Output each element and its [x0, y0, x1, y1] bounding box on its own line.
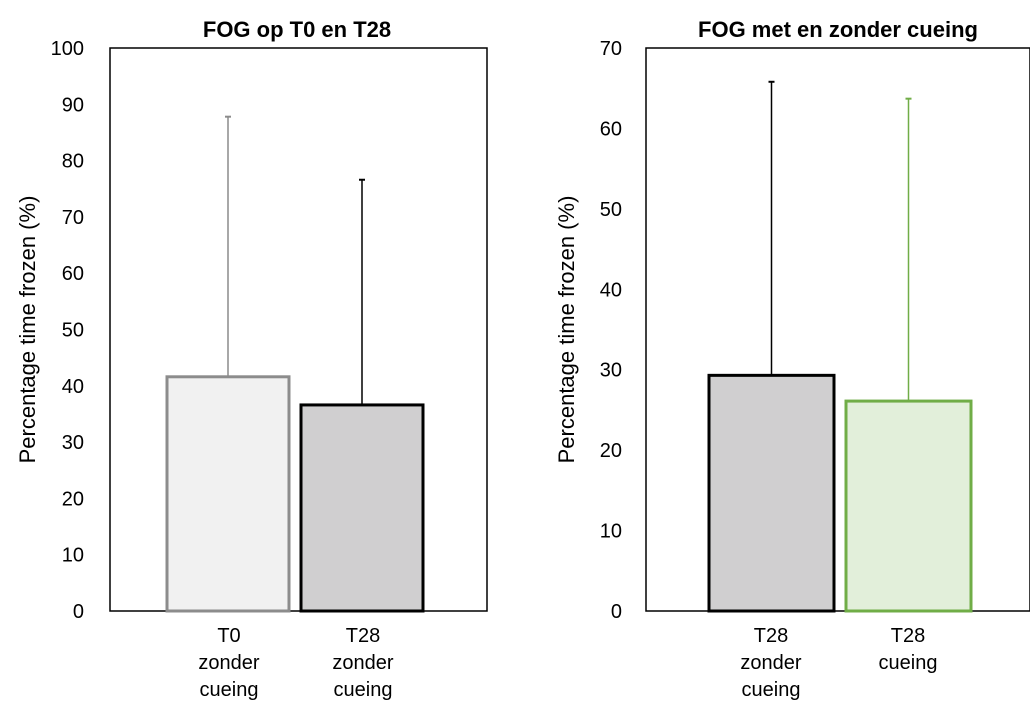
plot-area [645, 47, 1030, 612]
category-label: cueing [334, 679, 393, 701]
chart-title: FOG op T0 en T28 [203, 17, 391, 42]
category-label: zonder [740, 652, 801, 674]
category-label: zonder [198, 652, 259, 674]
bar [165, 375, 291, 613]
category-label: cueing [200, 679, 259, 701]
y-tick-label: 30 [62, 432, 84, 454]
y-tick-label: 30 [600, 360, 622, 382]
plot-area [109, 47, 488, 612]
y-tick-label: 70 [62, 207, 84, 229]
y-tick-label: 20 [600, 440, 622, 462]
category-label: T28 [754, 625, 788, 647]
y-tick-label: 50 [62, 320, 84, 342]
y-tick-label: 40 [600, 279, 622, 301]
category-label: zonder [332, 652, 393, 674]
bar [299, 403, 425, 613]
y-axis-label: Percentage time frozen (%) [15, 196, 40, 464]
category-label: T28 [891, 625, 925, 647]
bar [707, 373, 836, 613]
chart-fog-t0-t28: FOG op T0 en T28 0 10 20 30 40 50 60 70 80 90 100 Pe… [15, 17, 488, 701]
chart-title: FOG met en zonder cueing [698, 17, 978, 42]
y-tick-label: 70 [600, 38, 622, 60]
y-tick-label: 100 [51, 38, 84, 60]
y-tick-label: 50 [600, 199, 622, 221]
y-tick-label: 80 [62, 151, 84, 173]
y-axis-label: Percentage time frozen (%) [554, 196, 579, 464]
y-tick-label: 60 [62, 263, 84, 285]
y-tick-label: 60 [600, 118, 622, 140]
y-tick-label: 0 [611, 601, 622, 623]
category-label: T28 [346, 625, 380, 647]
y-tick-label: 40 [62, 376, 84, 398]
y-tick-label: 0 [73, 601, 84, 623]
y-tick-label: 10 [62, 545, 84, 567]
category-label: T0 [217, 625, 240, 647]
category-label: cueing [742, 679, 801, 701]
y-tick-label: 20 [62, 488, 84, 510]
chart-fog-cueing: FOG met en zonder cueing 0 10 20 30 40 50 60 70 P… [554, 17, 1030, 701]
bar [844, 399, 973, 613]
y-tick-label: 10 [600, 521, 622, 543]
y-tick-label: 90 [62, 94, 84, 116]
category-label: cueing [879, 652, 938, 674]
